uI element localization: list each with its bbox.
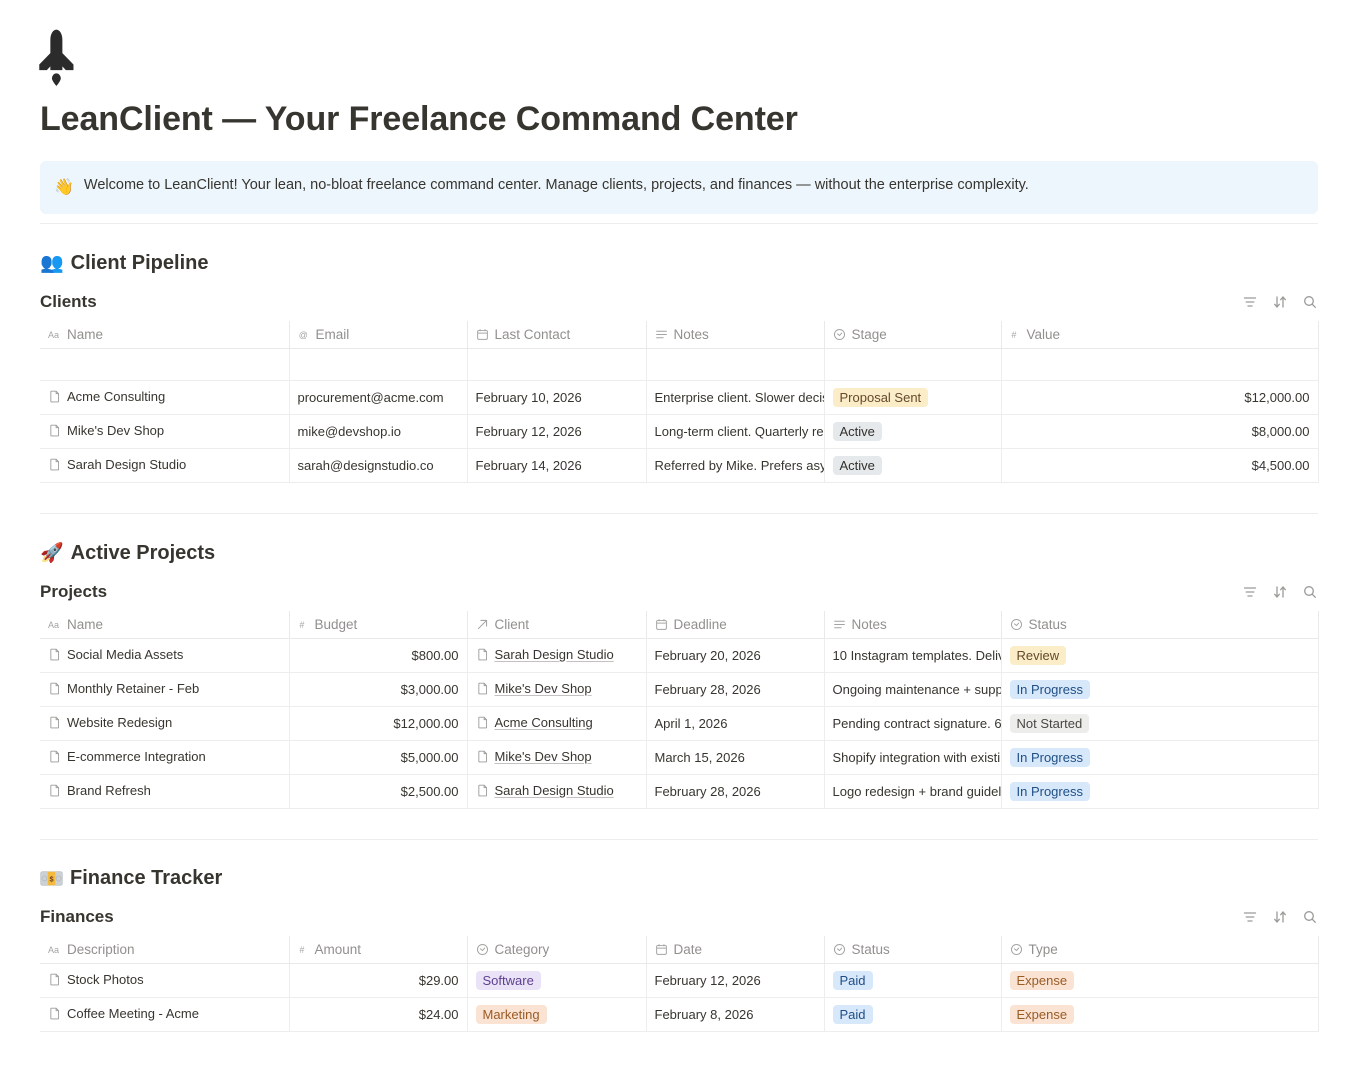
svg-text:Aa: Aa	[48, 330, 59, 340]
svg-text:Aa: Aa	[48, 620, 59, 630]
svg-text:#: #	[299, 620, 304, 630]
svg-text:#: #	[1011, 330, 1016, 340]
svg-text:$: $	[49, 874, 53, 883]
svg-text:#: #	[299, 945, 304, 955]
svg-text:@: @	[298, 330, 307, 340]
svg-text:Aa: Aa	[48, 945, 59, 955]
